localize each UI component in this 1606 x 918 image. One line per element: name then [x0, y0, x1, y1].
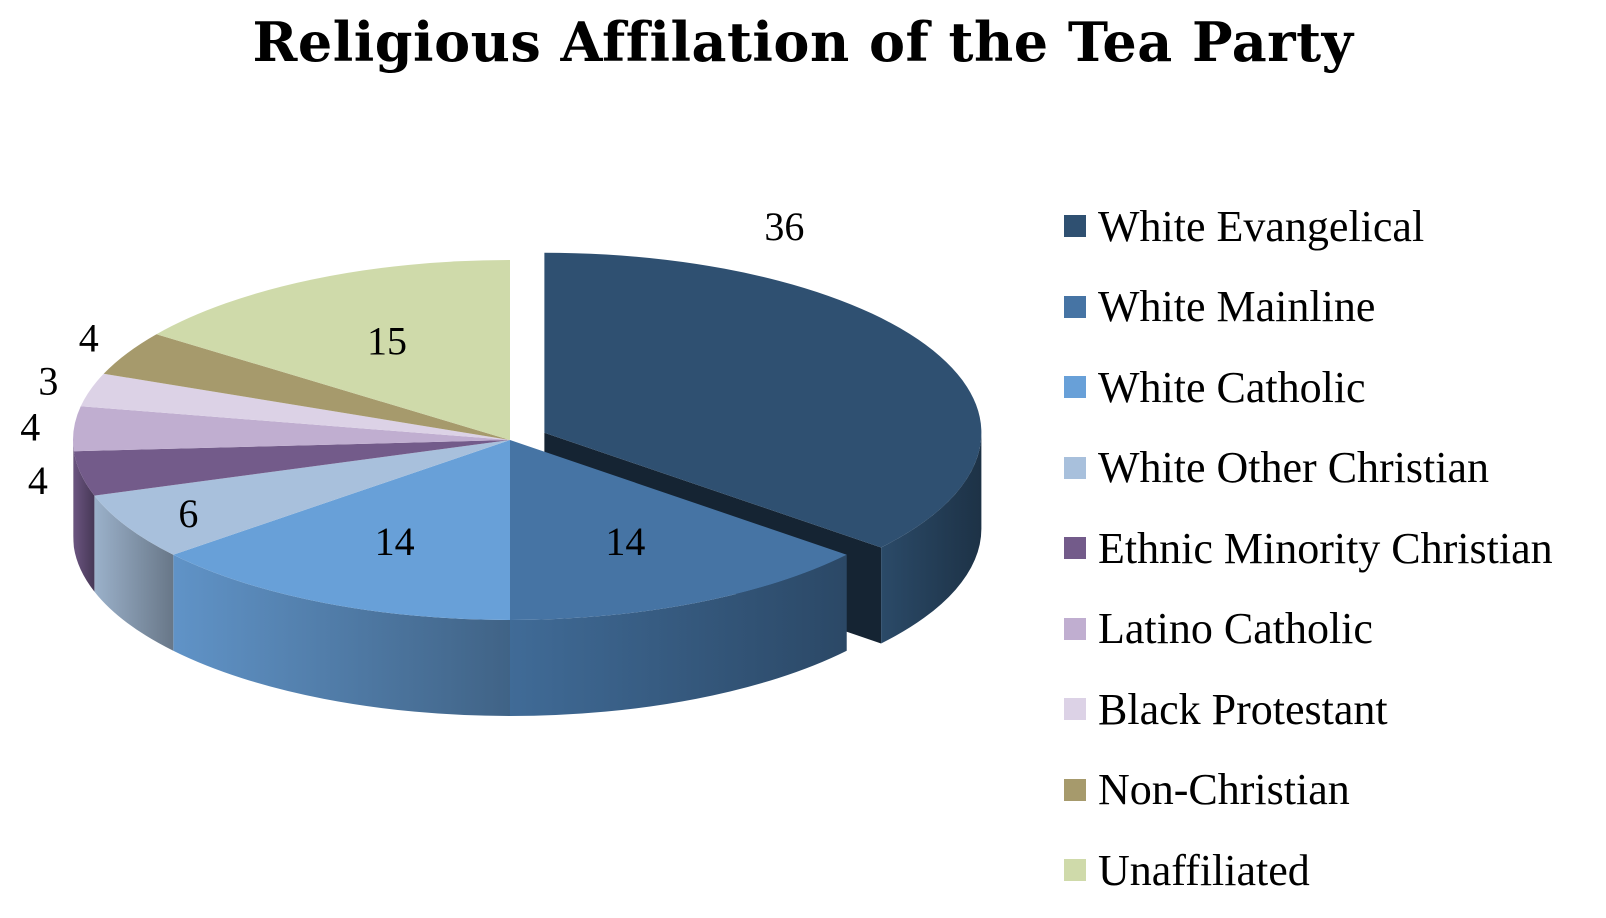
- data-label-non-christian: 4: [79, 316, 99, 361]
- legend-item-non-christian: Non-Christian: [1064, 750, 1553, 831]
- pie-slice-white-other-christian: [94, 440, 510, 555]
- legend-item-white-other-christian: White Other Christian: [1064, 428, 1553, 509]
- data-label-black-protestant: 3: [38, 359, 58, 404]
- legend-swatch: [1064, 215, 1086, 238]
- legend-item-white-evangelical: White Evangelical: [1064, 186, 1553, 267]
- pie-slice-white-mainline: [510, 440, 847, 620]
- pie-side-latino-catholic: [73, 440, 74, 548]
- legend-label: Latino Catholic: [1098, 604, 1373, 654]
- pie-side-white-mainline: [510, 554, 847, 716]
- legend-item-ethnic-minority-christian: Ethnic Minority Christian: [1064, 508, 1553, 589]
- legend-swatch: [1064, 537, 1086, 560]
- legend-swatch: [1064, 778, 1086, 801]
- legend-swatch: [1064, 859, 1086, 882]
- legend-swatch: [1064, 617, 1086, 640]
- legend-label: White Catholic: [1098, 362, 1366, 412]
- pie-slice-white-catholic: [173, 440, 510, 620]
- pie-side-white-other-christian: [94, 495, 174, 651]
- legend: White Evangelical White Mainline White Cat…: [1064, 186, 1553, 911]
- data-label-white-evangelical: 36: [764, 204, 804, 249]
- data-label-white-catholic: 14: [375, 519, 415, 564]
- legend-item-white-mainline: White Mainline: [1064, 267, 1553, 348]
- legend-swatch: [1064, 456, 1086, 479]
- legend-swatch: [1064, 698, 1086, 721]
- pie-slice-ethnic-minority-christian: [73, 440, 511, 496]
- legend-label: White Mainline: [1098, 282, 1376, 332]
- data-label-ethnic-minority-christian: 4: [28, 458, 48, 503]
- legend-label: Unaffiliated: [1098, 845, 1310, 895]
- legend-item-black-protestant: Black Protestant: [1064, 669, 1553, 750]
- legend-swatch: [1064, 376, 1086, 399]
- chart-title: Religious Affilation of the Tea Party: [252, 10, 1354, 74]
- pie-slice-unaffiliated: [156, 260, 510, 440]
- legend-label: White Other Christian: [1098, 443, 1490, 493]
- legend-label: Ethnic Minority Christian: [1098, 523, 1553, 573]
- legend-label: Black Protestant: [1098, 684, 1388, 734]
- legend-item-white-catholic: White Catholic: [1064, 347, 1553, 428]
- data-label-latino-catholic: 4: [20, 405, 40, 450]
- pie-side-ethnic-minority-christian: [73, 451, 95, 592]
- pie-slice-latino-catholic: [73, 406, 511, 452]
- pie-slice-non-christian: [103, 334, 510, 440]
- data-label-white-mainline: 14: [605, 519, 645, 564]
- data-label-unaffiliated: 15: [367, 319, 407, 364]
- data-label-white-other-christian: 6: [178, 491, 198, 536]
- pie-side-white-catholic: [173, 554, 510, 716]
- legend-swatch: [1064, 295, 1086, 318]
- pie-tops: [73, 252, 982, 620]
- legend-label: White Evangelical: [1098, 201, 1425, 251]
- pie-side-white-evangelical: [881, 432, 982, 644]
- pie-slice-white-evangelical: [544, 252, 982, 548]
- legend-item-latino-catholic: Latino Catholic: [1064, 589, 1553, 670]
- legend-item-unaffiliated: Unaffiliated: [1064, 830, 1553, 911]
- pie-slice-black-protestant: [80, 373, 510, 440]
- legend-label: Non-Christian: [1098, 765, 1350, 815]
